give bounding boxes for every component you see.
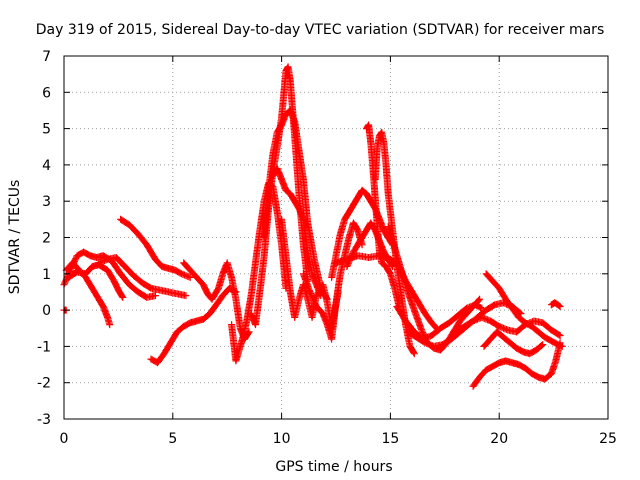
series-arc-23	[482, 270, 566, 350]
y-tick-label: -2	[37, 376, 51, 392]
y-tick-label: 0	[42, 303, 51, 319]
series-arc-25	[480, 328, 547, 358]
series-arc-7	[147, 284, 240, 367]
series-arc-17	[363, 121, 403, 310]
y-tick-label: 7	[42, 49, 51, 65]
data-point-markers	[299, 219, 366, 343]
y-tick-label: -3	[37, 412, 51, 428]
y-axis-ticks: -3 -2 -1 0 1 2 3 4 5 6 7	[37, 49, 608, 428]
x-axis-ticks: 0 5 10 15 20 25	[60, 56, 617, 447]
series-arc-11	[260, 106, 331, 303]
data-point-markers	[260, 106, 331, 303]
y-tick-label: 1	[42, 267, 51, 283]
data-point-markers	[547, 299, 564, 310]
data-point-markers	[269, 165, 325, 300]
data-series	[60, 63, 566, 390]
series-arc-5	[117, 215, 194, 281]
y-tick-label: 5	[42, 122, 51, 138]
x-tick-label: 20	[490, 431, 508, 447]
data-point-markers	[64, 261, 127, 301]
y-axis-label: SDTVAR / TECUs	[7, 180, 23, 295]
series-arc-27	[547, 299, 564, 310]
y-tick-label: 4	[42, 158, 51, 174]
data-point-markers	[469, 339, 564, 390]
series-arc-6	[95, 254, 190, 300]
y-tick-label: 3	[42, 194, 51, 210]
series-arc-24	[452, 313, 564, 339]
x-tick-label: 15	[381, 431, 399, 447]
data-point-markers	[363, 121, 403, 310]
x-tick-label: 0	[60, 431, 69, 447]
x-tick-label: 25	[599, 431, 617, 447]
data-point-markers	[452, 313, 564, 339]
data-point-markers	[480, 328, 547, 358]
y-tick-label: 6	[42, 85, 51, 101]
data-point-markers	[147, 284, 240, 367]
y-tick-label: 2	[42, 231, 51, 247]
y-tick-label: -1	[37, 339, 51, 355]
series-arc-26	[469, 339, 564, 390]
data-point-markers	[95, 254, 190, 300]
x-tick-label: 10	[273, 431, 291, 447]
series-arc-12	[269, 165, 325, 300]
data-point-markers	[482, 270, 566, 350]
series-arc-4	[64, 261, 127, 301]
data-point-markers	[117, 215, 194, 281]
series-arc-14	[299, 219, 366, 343]
chart-title: Day 319 of 2015, Sidereal Day-to-day VTE…	[36, 22, 604, 38]
x-tick-label: 5	[168, 431, 177, 447]
x-axis-label: GPS time / hours	[275, 459, 392, 475]
